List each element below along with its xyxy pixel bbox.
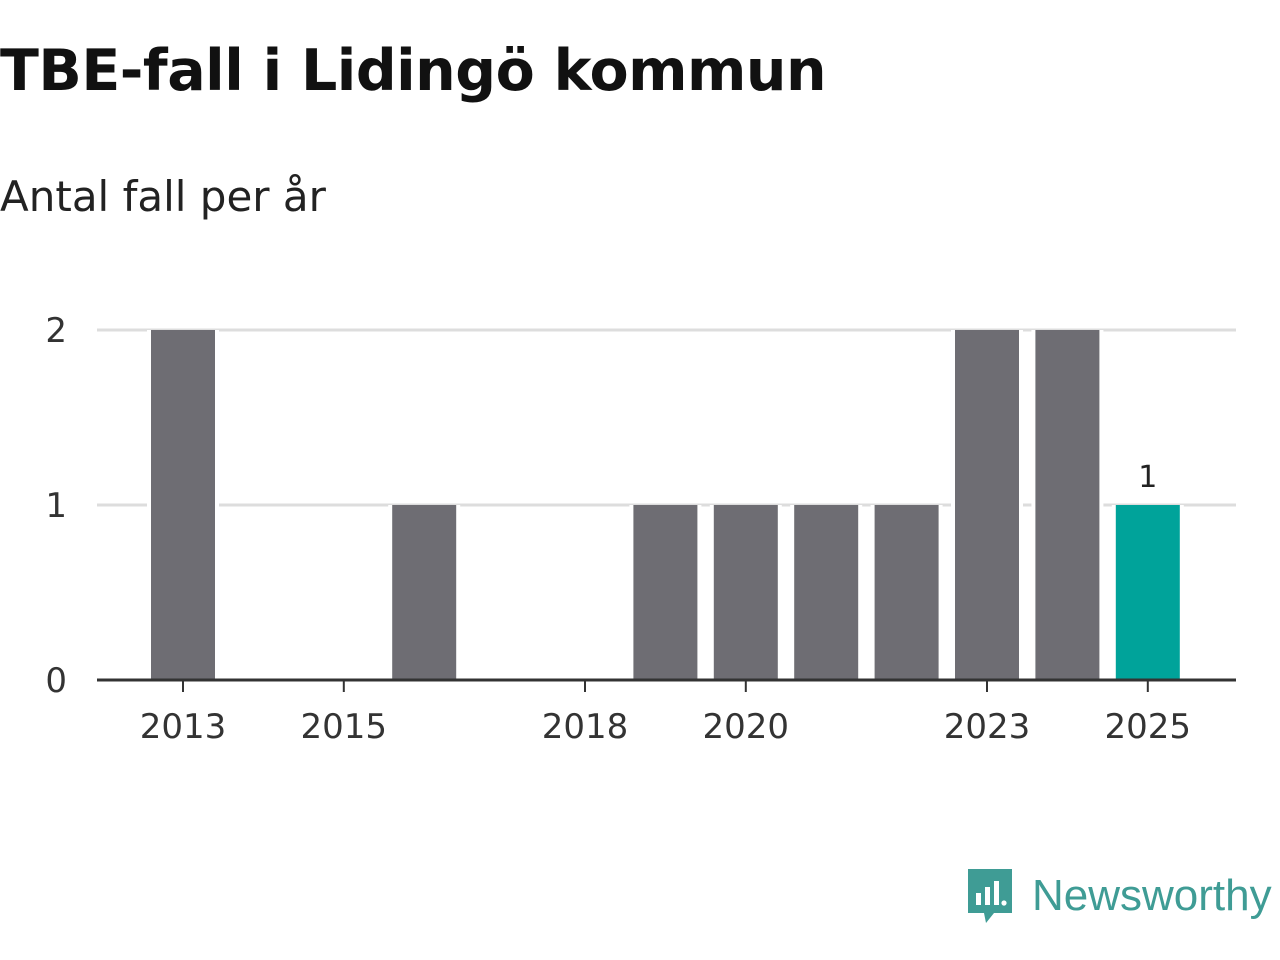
- bar-2023: [955, 330, 1019, 680]
- bar-2025: [1115, 505, 1180, 680]
- brand-name: Newsworthy: [1032, 871, 1272, 920]
- axes: [97, 678, 1236, 692]
- y-tick-label-0: 0: [45, 661, 67, 701]
- data-label-2025: 1: [1138, 460, 1157, 495]
- bars: [147, 330, 1184, 680]
- bar-2013: [151, 330, 215, 680]
- bar-2016: [392, 505, 457, 680]
- x-tick-label-2020: 2020: [703, 707, 790, 747]
- x-tick-label-2013: 2013: [140, 707, 227, 747]
- bar-2020: [713, 505, 778, 680]
- labels: 0 1 2 2013 2015 2018 2020 2023 2025 1: [45, 311, 1191, 747]
- y-tick-label-1: 1: [45, 486, 67, 526]
- x-tick-label-2025: 2025: [1105, 707, 1192, 747]
- newsworthy-logo-icon: [968, 869, 1012, 923]
- chart-title: TBE-fall i Lidingö kommun: [0, 38, 827, 104]
- bar-2019: [633, 505, 698, 680]
- x-tick-label-2015: 2015: [301, 707, 388, 747]
- chart-subtitle: Antal fall per år: [0, 172, 326, 221]
- x-tick-label-2018: 2018: [542, 707, 629, 747]
- y-tick-label-2: 2: [45, 311, 67, 351]
- x-tick-label-2023: 2023: [944, 707, 1031, 747]
- bar-2022: [874, 505, 939, 680]
- bar-2021: [794, 505, 859, 680]
- bar-2024: [1035, 330, 1100, 680]
- brand-logo: Newsworthy: [964, 864, 1272, 928]
